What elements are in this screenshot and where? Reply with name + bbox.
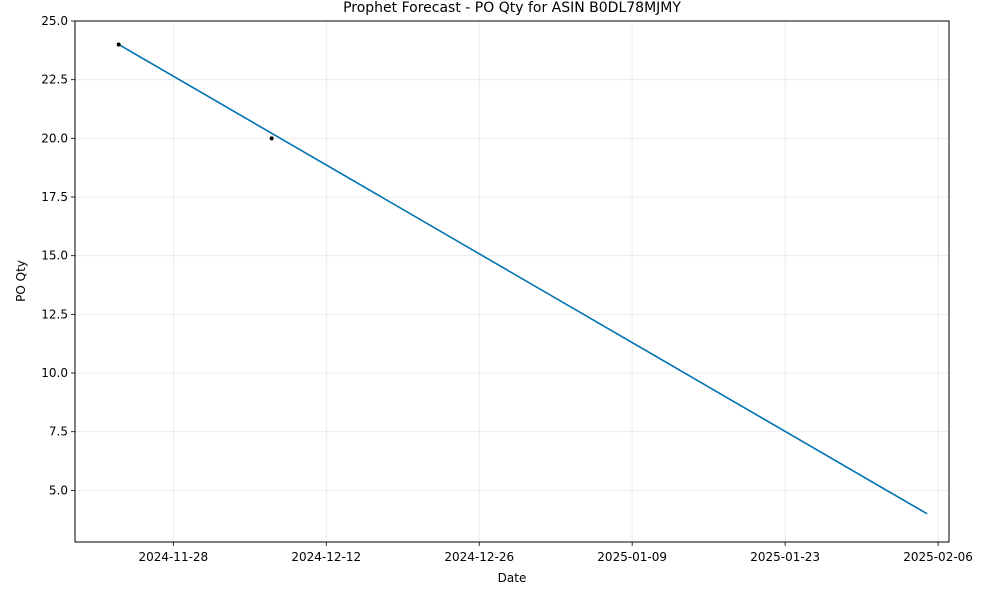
y-tick-label: 17.5 xyxy=(41,190,68,204)
y-tick-label: 7.5 xyxy=(49,425,68,439)
actual-data-point xyxy=(269,136,274,141)
plot-series xyxy=(116,42,928,515)
plot-frame xyxy=(74,20,950,543)
x-tick-label: 2024-12-12 xyxy=(291,550,361,564)
y-axis-label: PO Qty xyxy=(14,260,28,302)
x-tick-label: 2024-11-28 xyxy=(138,550,208,564)
y-tick-label: 5.0 xyxy=(49,483,68,497)
y-tick-label: 12.5 xyxy=(41,307,68,321)
axes: 2024-11-28 2024-12-12 2024-12-26 2025-01-09… xyxy=(41,14,973,564)
x-tick-label: 2025-01-23 xyxy=(750,550,820,564)
grid xyxy=(75,20,949,542)
chart-title: Prophet Forecast - PO Qty for ASIN B0DL7… xyxy=(343,0,681,16)
x-tick-label: 2025-02-06 xyxy=(903,550,973,564)
y-tick-label: 20.0 xyxy=(41,131,68,145)
y-tick-label: 10.0 xyxy=(41,366,68,380)
y-tick-label: 15.0 xyxy=(41,249,68,263)
actual-data-point xyxy=(116,42,121,47)
x-tick-label: 2025-01-09 xyxy=(597,550,667,564)
forecast-line xyxy=(118,43,928,515)
x-tick-label: 2024-12-26 xyxy=(444,550,514,564)
y-tick-label: 25.0 xyxy=(41,14,68,28)
x-axis-label: Date xyxy=(498,571,527,585)
y-tick-label: 22.5 xyxy=(41,73,68,87)
